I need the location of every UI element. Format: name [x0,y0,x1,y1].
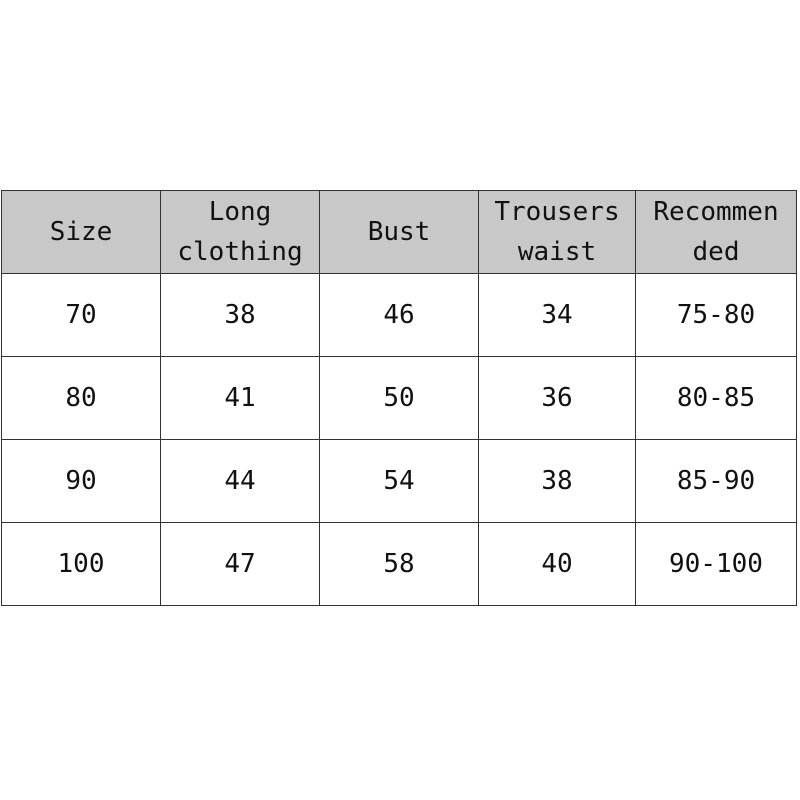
table-cell: 50 [319,356,479,440]
table-row: 70 38 46 34 75-80 [1,273,797,357]
table-cell: 90-100 [635,522,797,606]
table-cell: 54 [319,439,479,523]
table-cell: 47 [160,522,320,606]
table-cell: 38 [478,439,636,523]
header-cell: Bust [319,190,479,274]
header-cell: Size [1,190,161,274]
header-cell: Long clothing [160,190,320,274]
table-cell: 85-90 [635,439,797,523]
table-row: 100 47 58 40 90-100 [1,522,797,606]
table-cell: 100 [1,522,161,606]
table-cell: 80 [1,356,161,440]
table-cell: 36 [478,356,636,440]
table-cell: 80-85 [635,356,797,440]
table-cell: 38 [160,273,320,357]
table-cell: 46 [319,273,479,357]
header-cell: Recommen ded [635,190,797,274]
table-cell: 75-80 [635,273,797,357]
table-row: 80 41 50 36 80-85 [1,356,797,440]
table-cell: 34 [478,273,636,357]
table-row: 90 44 54 38 85-90 [1,439,797,523]
size-chart-table: Size Long clothing Bust Trousers waist R… [1,190,797,606]
table-cell: 90 [1,439,161,523]
table-cell: 40 [478,522,636,606]
table-cell: 58 [319,522,479,606]
table-cell: 70 [1,273,161,357]
table-cell: 41 [160,356,320,440]
table-cell: 44 [160,439,320,523]
header-cell: Trousers waist [478,190,636,274]
header-row: Size Long clothing Bust Trousers waist R… [1,190,797,274]
